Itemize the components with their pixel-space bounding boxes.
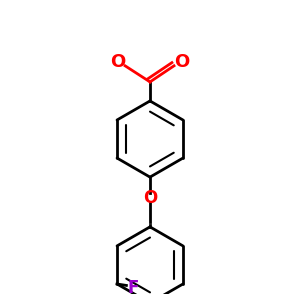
Text: O: O bbox=[174, 53, 189, 71]
Text: O: O bbox=[143, 189, 157, 207]
Text: O: O bbox=[110, 53, 125, 71]
Text: F: F bbox=[128, 279, 139, 297]
